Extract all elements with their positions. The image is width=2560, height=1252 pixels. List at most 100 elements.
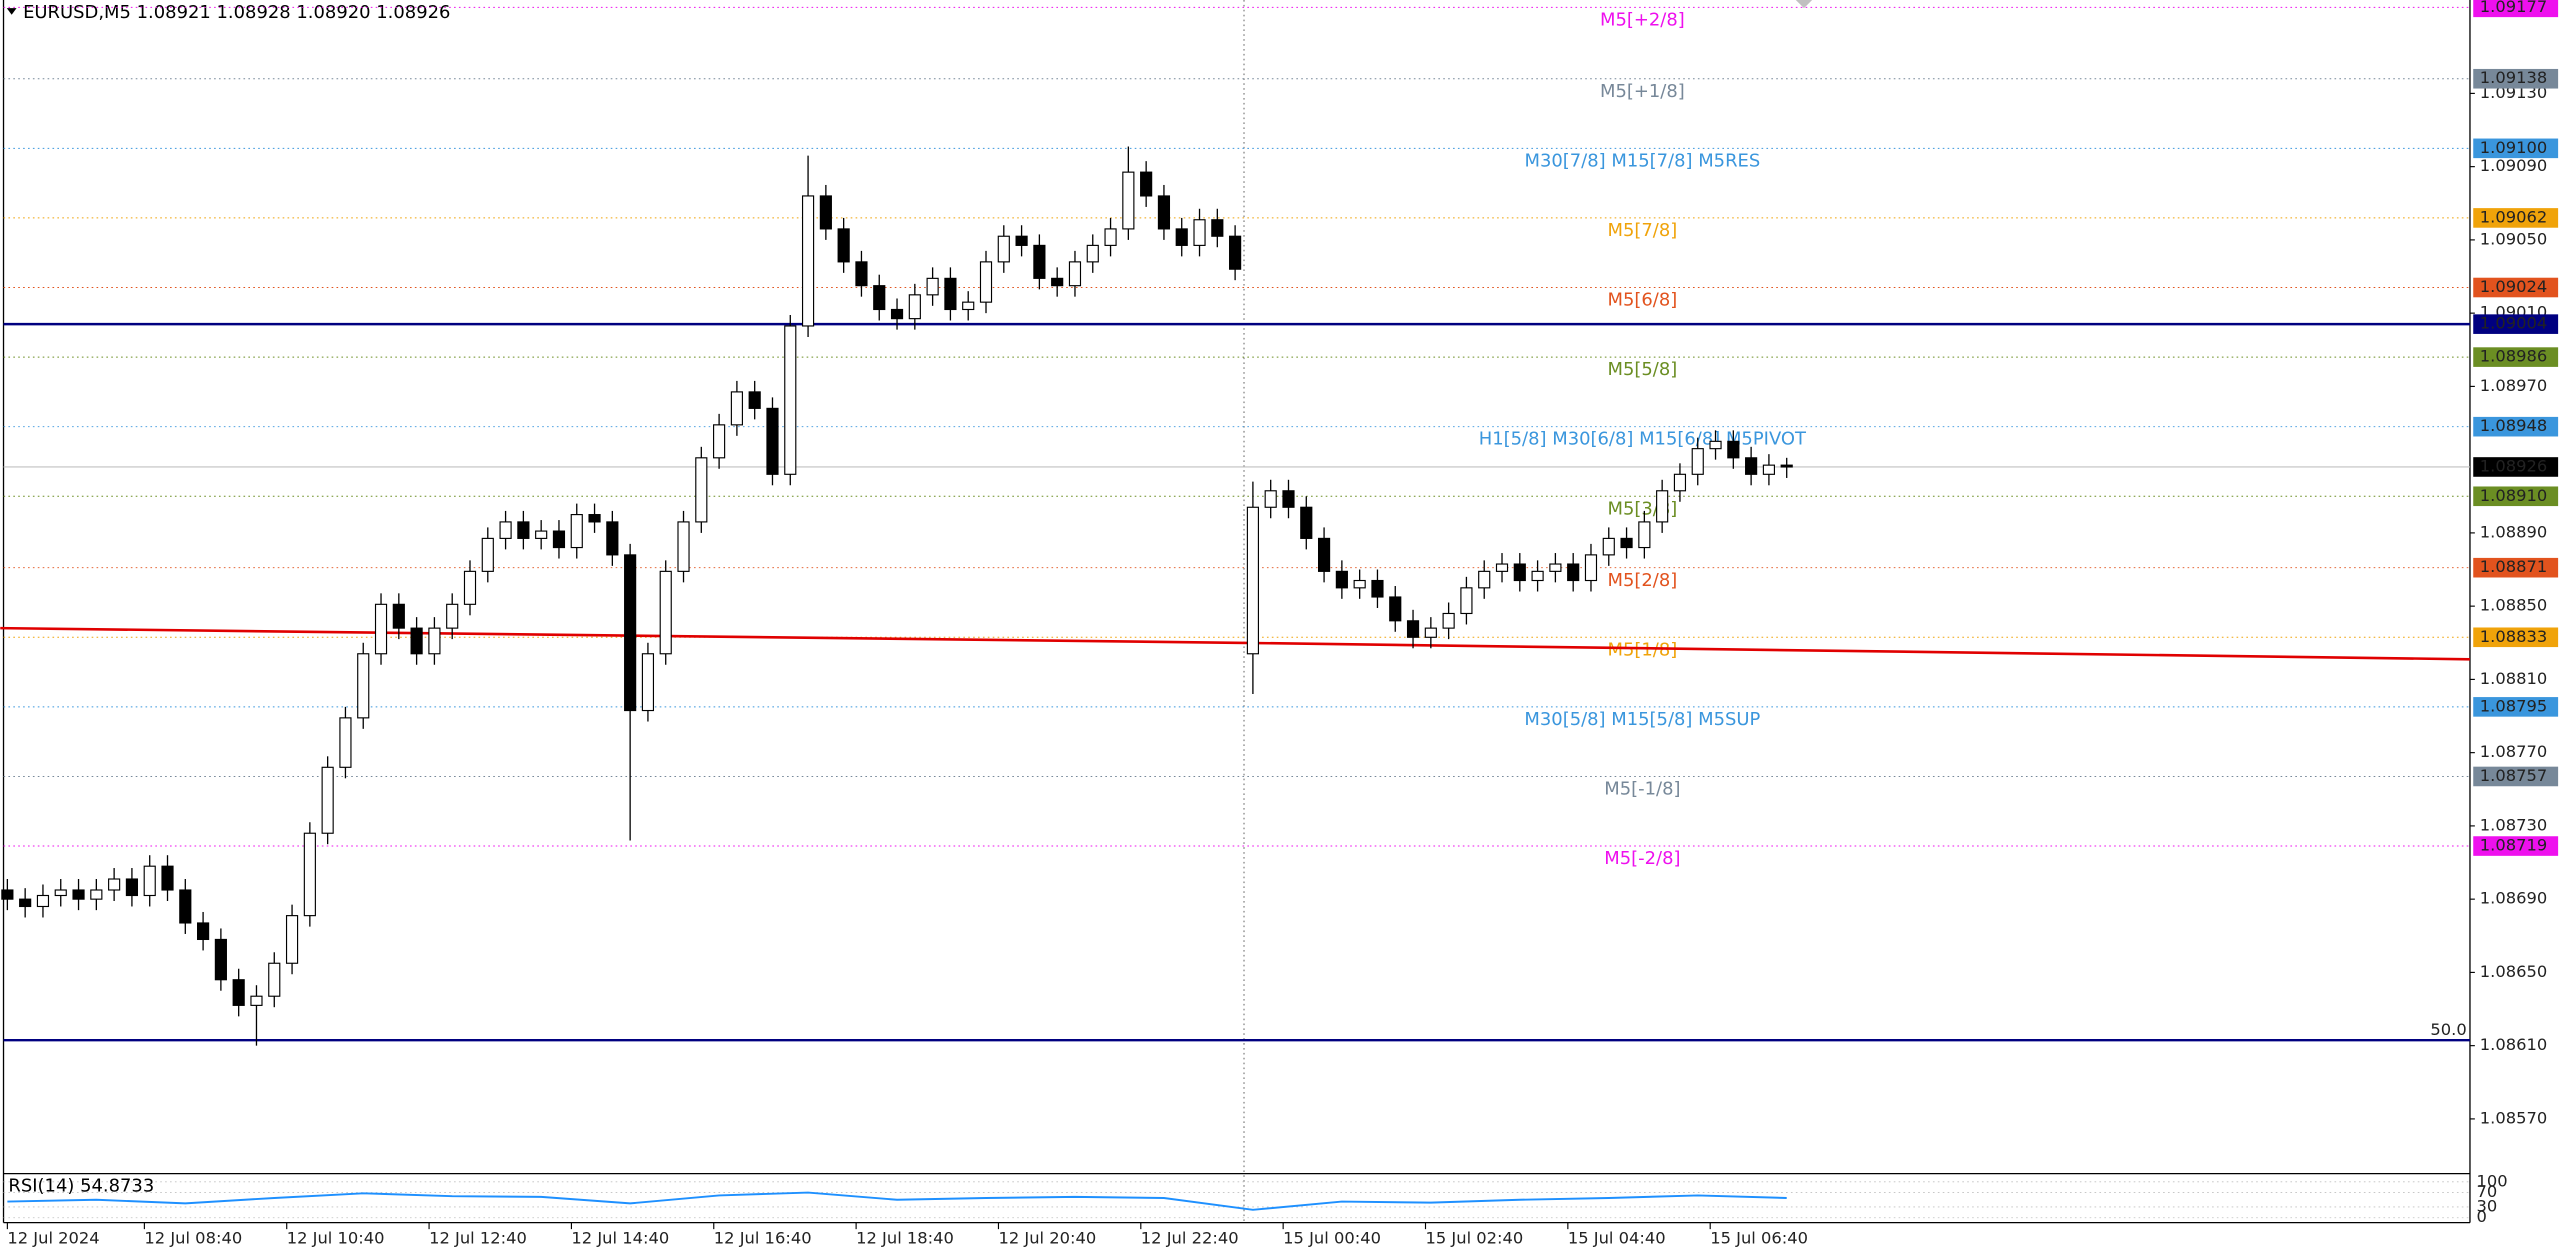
x-tick-label: 12 Jul 12:40 bbox=[429, 1228, 527, 1247]
candle-body bbox=[428, 627, 441, 655]
line-label: 50.0 bbox=[2430, 1020, 2466, 1039]
y-tick-label: 1.08850 bbox=[2480, 596, 2547, 615]
candle-body bbox=[1371, 579, 1384, 598]
x-tick-label: 12 Jul 20:40 bbox=[998, 1228, 1096, 1247]
y-tick-label: 1.08810 bbox=[2480, 669, 2547, 688]
candle-body bbox=[944, 277, 957, 311]
level-name: M30[7/8] M15[7/8] M5RES bbox=[1524, 150, 1760, 171]
y-tick-label: 1.09050 bbox=[2480, 229, 2547, 248]
candle-body bbox=[1513, 563, 1526, 582]
candle-body bbox=[357, 653, 370, 719]
candle-body bbox=[1762, 464, 1775, 475]
price-tag-label: 1.08986 bbox=[2480, 347, 2547, 366]
candle-body bbox=[54, 889, 67, 897]
price-tag bbox=[2473, 347, 2559, 367]
candle-body bbox=[926, 277, 939, 296]
candle-body bbox=[1175, 228, 1188, 246]
price-tag-label: 1.08795 bbox=[2480, 696, 2547, 715]
candle-body bbox=[1638, 521, 1651, 549]
price-tag-label: 1.09004 bbox=[2480, 314, 2547, 333]
candle-body bbox=[481, 537, 494, 572]
candle-body bbox=[161, 865, 174, 891]
x-tick-label: 15 Jul 04:40 bbox=[1568, 1228, 1666, 1247]
candle-body bbox=[1353, 579, 1366, 589]
candle-body bbox=[606, 521, 619, 556]
candle-body bbox=[1406, 620, 1420, 638]
candle-body bbox=[1317, 537, 1331, 572]
candle-body bbox=[374, 603, 388, 655]
candle-body bbox=[1015, 235, 1028, 246]
x-tick-label: 12 Jul 16:40 bbox=[714, 1228, 812, 1247]
chart-title: EURUSD,M5 1.08921 1.08928 1.08920 1.0892… bbox=[23, 2, 450, 23]
candle-body bbox=[197, 922, 210, 941]
level-name: M5[-2/8] bbox=[1604, 848, 1680, 869]
candle-body bbox=[1157, 195, 1171, 230]
candle-body bbox=[19, 898, 32, 908]
candle-body bbox=[1691, 448, 1704, 475]
candle-body bbox=[1051, 277, 1064, 287]
y-tick-label: 1.08610 bbox=[2480, 1035, 2547, 1054]
candle-body bbox=[499, 521, 512, 539]
x-tick-label: 15 Jul 00:40 bbox=[1283, 1228, 1381, 1247]
rsi-line bbox=[7, 1191, 1787, 1211]
candle-body bbox=[837, 228, 850, 263]
price-tag bbox=[2473, 836, 2559, 856]
candle-body bbox=[285, 915, 299, 964]
price-tag bbox=[2473, 457, 2559, 477]
price-tag bbox=[2473, 208, 2559, 228]
candle-body bbox=[1033, 244, 1046, 279]
price-tag-label: 1.09100 bbox=[2480, 138, 2547, 157]
candle-body bbox=[801, 195, 815, 327]
candle-body bbox=[1086, 244, 1099, 263]
candle-body bbox=[1211, 219, 1224, 237]
y-tick-label: 1.08770 bbox=[2480, 742, 2547, 761]
candle-body bbox=[1300, 506, 1313, 539]
price-tag bbox=[2473, 68, 2559, 89]
candle-body bbox=[1424, 627, 1437, 638]
candle-body bbox=[1602, 537, 1615, 556]
candle-body bbox=[1, 889, 14, 900]
candle-body bbox=[624, 554, 637, 712]
candle-body bbox=[730, 391, 743, 426]
price-tag bbox=[2473, 627, 2559, 648]
candle-body bbox=[1335, 570, 1348, 589]
candle-body bbox=[1122, 171, 1135, 230]
candle-body bbox=[125, 878, 139, 897]
level-name: M5[7/8] bbox=[1607, 220, 1677, 241]
candle-body bbox=[321, 766, 334, 834]
price-tag-label: 1.08719 bbox=[2480, 836, 2547, 855]
indicator-tick-label: 0 bbox=[2477, 1207, 2487, 1226]
candle-body bbox=[232, 979, 245, 1006]
y-tick-label: 1.08570 bbox=[2480, 1108, 2547, 1127]
menu-triangle[interactable] bbox=[6, 8, 17, 15]
candle-body bbox=[1780, 464, 1793, 468]
candle-body bbox=[1673, 473, 1687, 492]
candle-body bbox=[1531, 570, 1544, 582]
candle-body bbox=[552, 530, 566, 549]
indicator-title: RSI(14) 54.8733 bbox=[8, 1176, 154, 1197]
price-tag-label: 1.08833 bbox=[2480, 627, 2547, 646]
candle-body bbox=[570, 514, 583, 549]
price-tag-label: 1.09138 bbox=[2480, 68, 2547, 87]
price-tag-label: 1.08910 bbox=[2480, 486, 2547, 505]
level-name: M5[1/8] bbox=[1607, 639, 1677, 660]
price-tag-label: 1.09062 bbox=[2480, 207, 2547, 226]
candle-body bbox=[179, 889, 192, 924]
candle-body bbox=[1620, 537, 1633, 549]
candle-body bbox=[214, 938, 227, 981]
candle-body bbox=[1745, 457, 1758, 475]
x-tick-label: 12 Jul 10:40 bbox=[287, 1228, 385, 1247]
x-tick-label: 12 Jul 2024 bbox=[7, 1228, 99, 1247]
shift-marker bbox=[1795, 0, 1813, 9]
candle-body bbox=[1140, 171, 1153, 197]
candle-body bbox=[641, 653, 655, 712]
candle-body bbox=[819, 195, 832, 230]
price-tag-label: 1.08926 bbox=[2480, 456, 2547, 475]
candle-body bbox=[1442, 612, 1455, 629]
price-tag bbox=[2473, 766, 2559, 787]
indicator-tick-label: 30 bbox=[2477, 1196, 2498, 1215]
price-tag bbox=[2473, 486, 2559, 507]
candle-body bbox=[695, 457, 708, 523]
candle-body bbox=[268, 962, 281, 997]
